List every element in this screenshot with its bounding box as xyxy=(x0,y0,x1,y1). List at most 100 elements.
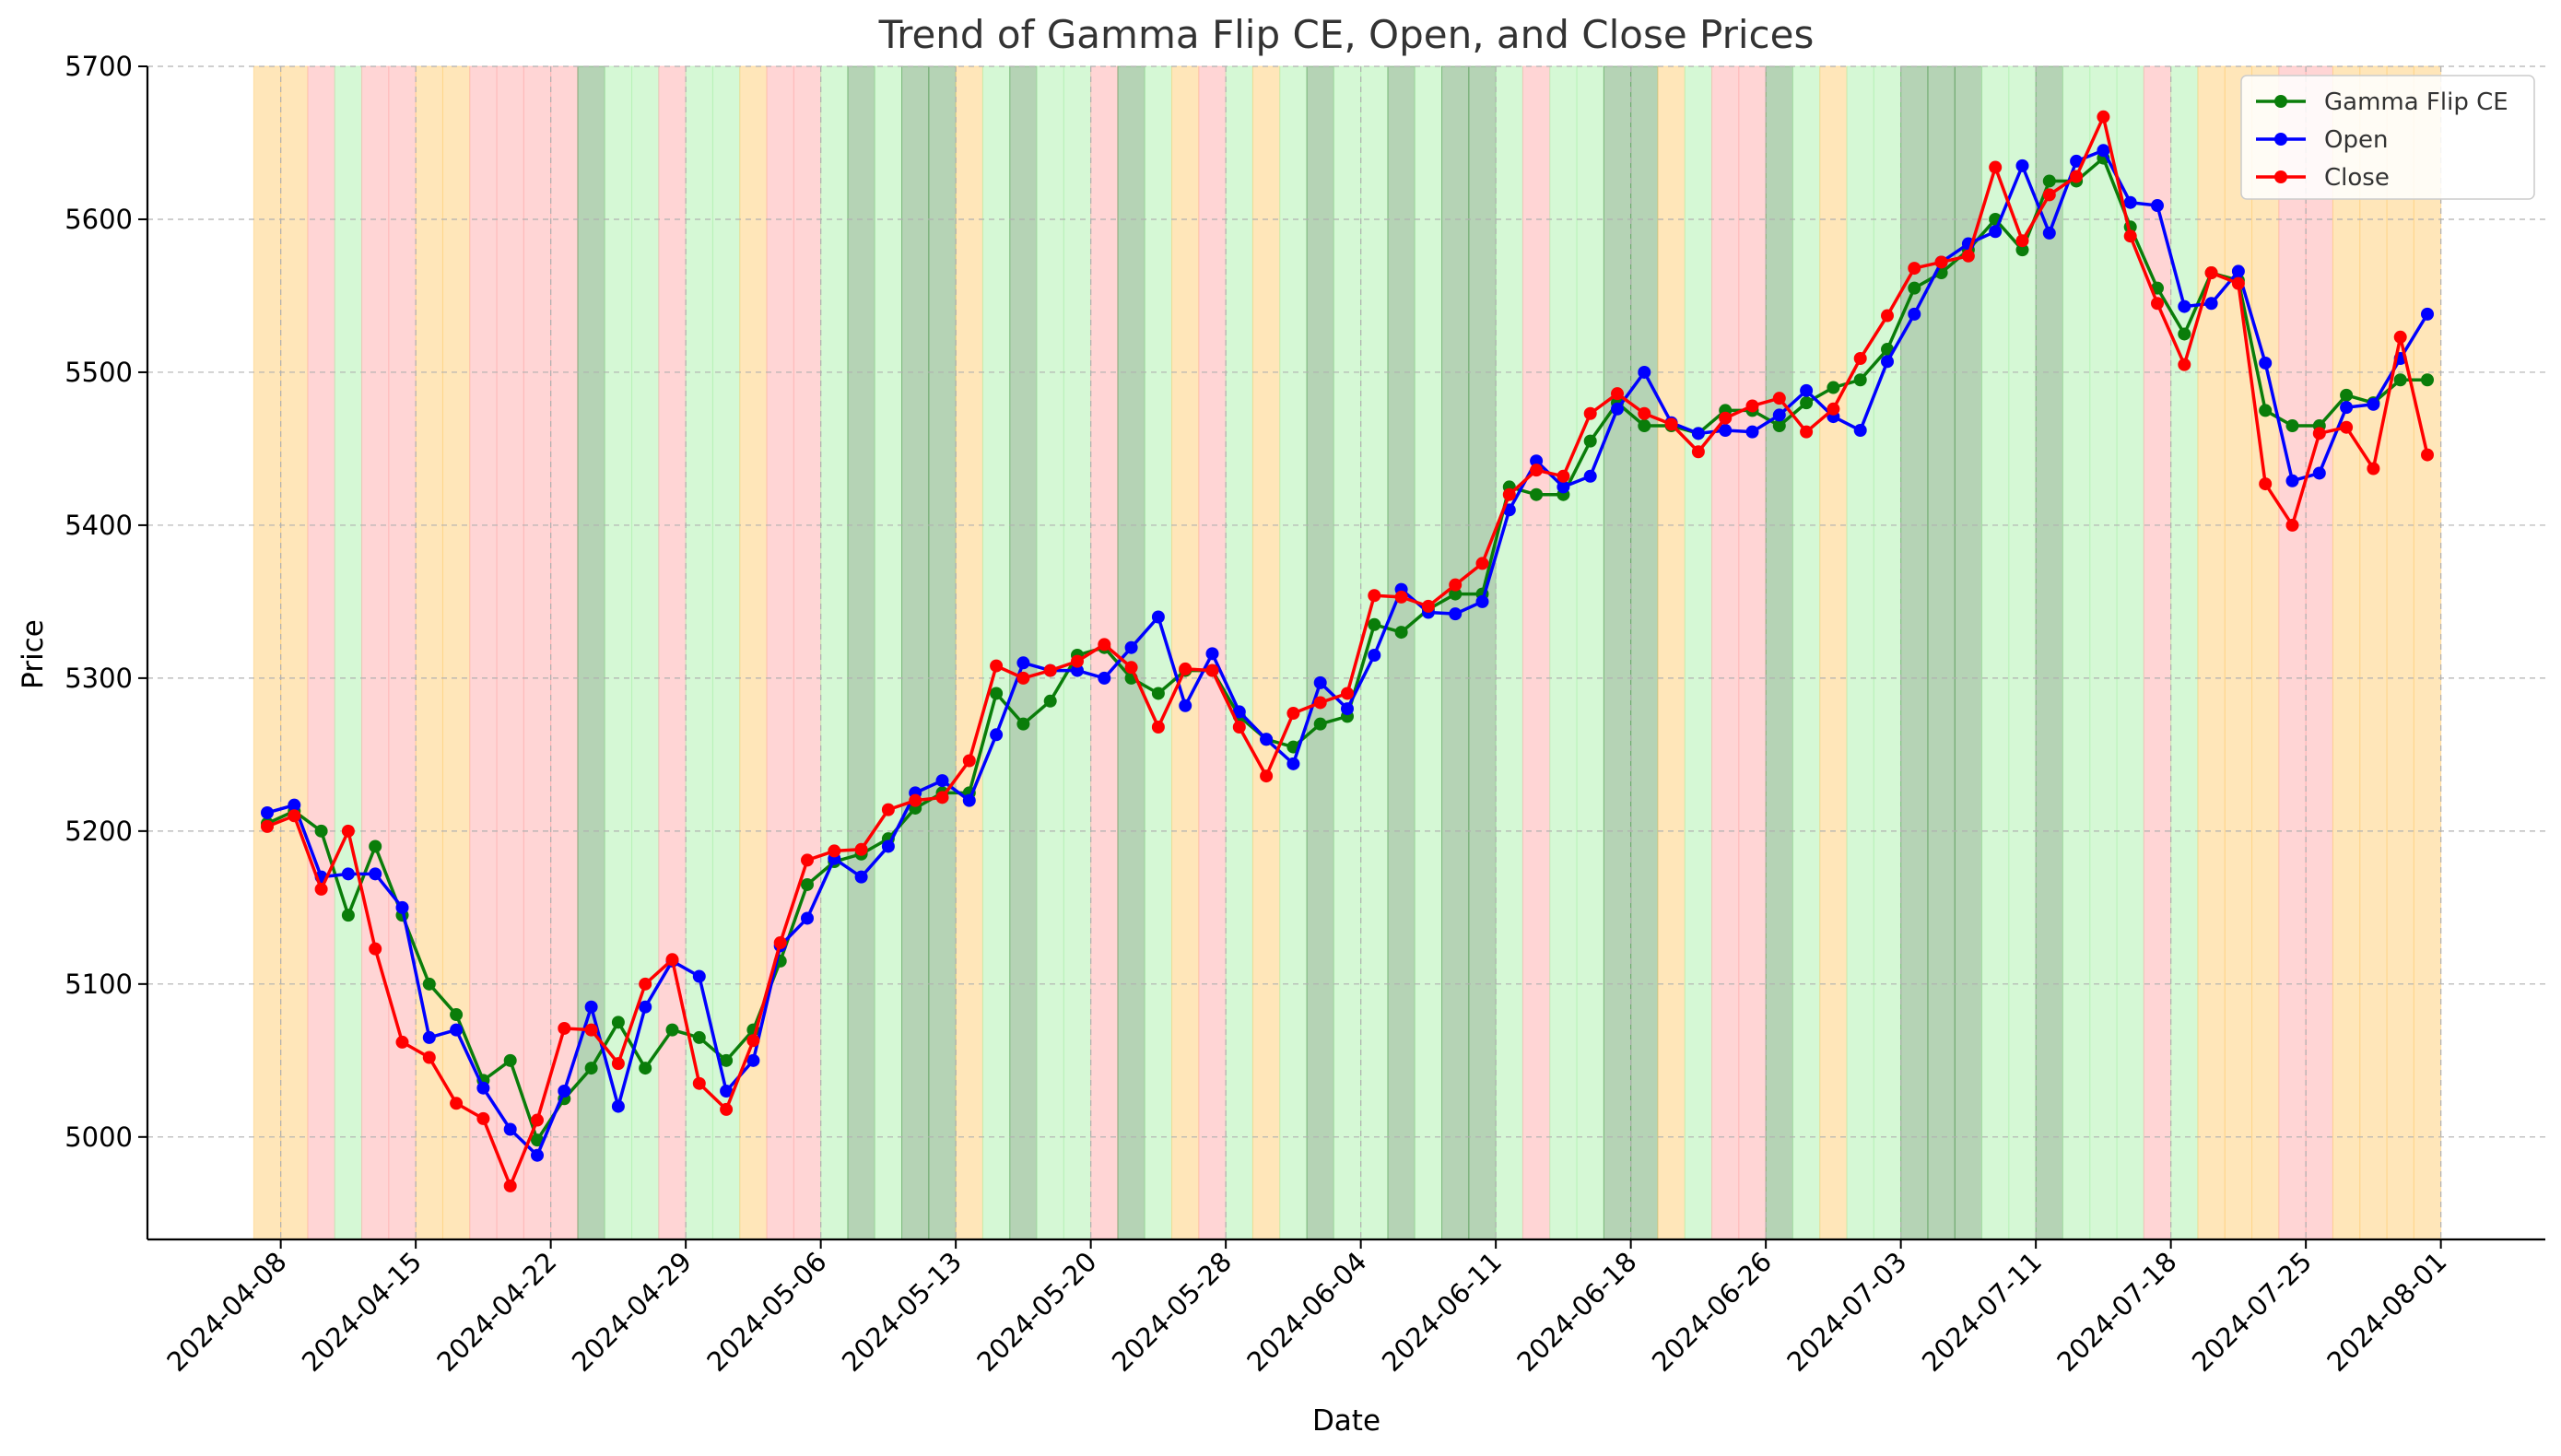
background-band xyxy=(2413,65,2442,1240)
data-point xyxy=(854,870,868,884)
background-band xyxy=(2008,65,2037,1240)
data-point xyxy=(261,805,274,819)
data-point xyxy=(1881,309,1894,323)
data-point xyxy=(1881,355,1894,369)
background-band xyxy=(1900,65,1929,1240)
data-point xyxy=(2312,466,2326,480)
data-point xyxy=(2259,404,2273,417)
data-point xyxy=(2285,419,2299,433)
data-point xyxy=(990,659,1004,673)
data-point xyxy=(1961,249,1975,263)
data-point xyxy=(558,1085,571,1098)
x-ticks: 2024-04-08 2024-04-15 2024-04-22 2024-04-29… xyxy=(160,1239,2453,1378)
x-tick-label: 2024-06-11 xyxy=(1376,1246,1508,1378)
data-point xyxy=(1934,255,1948,269)
data-point xyxy=(1179,699,1192,712)
data-point xyxy=(314,882,328,896)
background-band xyxy=(2224,65,2253,1240)
data-point xyxy=(881,803,895,816)
background-band xyxy=(1657,65,1686,1240)
data-point xyxy=(2259,477,2273,491)
data-point xyxy=(1908,307,1921,321)
background-band xyxy=(2332,65,2361,1240)
series-close xyxy=(261,110,2434,1192)
background-band xyxy=(2143,65,2172,1240)
data-point xyxy=(881,840,895,853)
data-point xyxy=(395,900,409,914)
background-band xyxy=(1549,65,1578,1240)
data-point xyxy=(1016,671,1030,685)
data-point xyxy=(1530,464,1544,477)
data-point xyxy=(639,1000,652,1014)
data-point xyxy=(692,1076,706,1090)
background-band xyxy=(955,65,983,1240)
background-band xyxy=(1468,65,1497,1240)
data-point xyxy=(450,1097,464,1110)
data-point xyxy=(2178,358,2191,371)
data-point xyxy=(2204,266,2218,280)
data-point xyxy=(369,942,382,956)
data-point xyxy=(2070,154,2084,168)
background-band xyxy=(2305,65,2333,1240)
data-point xyxy=(341,867,355,881)
x-tick-label: 2024-06-26 xyxy=(1646,1246,1778,1378)
data-point xyxy=(746,1034,760,1048)
background-band xyxy=(820,65,849,1240)
data-point xyxy=(1908,281,1921,295)
legend-item: Gamma Flip CE xyxy=(2256,88,2508,116)
data-point xyxy=(639,1062,652,1075)
data-point xyxy=(1232,720,1246,734)
legend: Gamma Flip CE Open Close xyxy=(2240,75,2535,200)
x-tick-label: 2024-05-06 xyxy=(700,1246,832,1378)
data-point xyxy=(1341,702,1354,716)
background-band xyxy=(1333,65,1362,1240)
data-point xyxy=(692,969,706,983)
background-band xyxy=(253,65,282,1240)
data-point xyxy=(1232,705,1246,719)
data-point xyxy=(1557,469,1570,483)
data-point xyxy=(422,1051,436,1064)
axes xyxy=(146,66,2545,1241)
background-band xyxy=(1711,65,1740,1240)
data-point xyxy=(2123,229,2137,243)
data-point xyxy=(1800,383,1814,397)
data-point xyxy=(1205,647,1219,661)
data-point xyxy=(584,1062,598,1075)
background-band xyxy=(1171,65,1200,1240)
background-band xyxy=(361,65,390,1240)
background-band xyxy=(2035,65,2063,1240)
data-point xyxy=(720,1053,734,1067)
x-tick-label: 2024-04-15 xyxy=(296,1246,428,1378)
x-tick-label: 2024-07-03 xyxy=(1780,1246,1912,1378)
y-axis-title: Price xyxy=(17,619,50,689)
background-band xyxy=(1521,65,1551,1240)
legend-box xyxy=(2240,75,2535,200)
data-point xyxy=(1664,417,1678,431)
data-point xyxy=(1098,638,1111,652)
legend-item: Open xyxy=(2256,126,2388,154)
data-point xyxy=(720,1085,734,1098)
data-point xyxy=(2015,234,2029,248)
background-bands xyxy=(253,65,2442,1240)
data-point xyxy=(2204,297,2218,311)
background-band xyxy=(280,65,309,1240)
background-band xyxy=(981,65,1011,1240)
data-point xyxy=(1368,648,1381,662)
legend-item: Close xyxy=(2256,164,2390,192)
background-band xyxy=(2062,65,2091,1240)
background-band xyxy=(1792,65,1821,1240)
data-point xyxy=(2231,264,2245,278)
background-band xyxy=(1765,65,1793,1240)
x-tick-label: 2024-06-18 xyxy=(1510,1246,1642,1378)
data-point xyxy=(1449,578,1463,592)
data-point xyxy=(341,909,355,922)
chart-title: Trend of Gamma Flip CE, Open, and Close … xyxy=(878,12,1815,57)
background-band xyxy=(658,65,687,1240)
background-band xyxy=(1306,65,1334,1240)
data-point xyxy=(1124,640,1138,654)
data-point xyxy=(369,840,382,853)
data-point xyxy=(1260,733,1274,746)
y-tick-label: 5200 xyxy=(65,816,133,847)
data-point xyxy=(476,1081,490,1095)
data-point xyxy=(1071,654,1084,668)
